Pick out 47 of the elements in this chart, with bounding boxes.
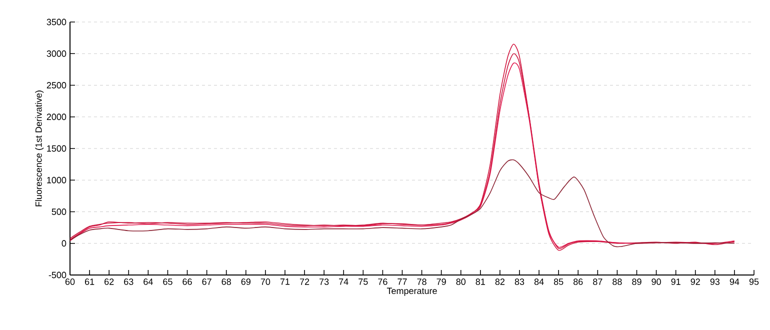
y-tick-label: 1500 xyxy=(47,145,66,152)
y-tick-label: 0 xyxy=(62,240,66,247)
x-tick-label: 73 xyxy=(320,278,329,285)
x-tick-label: 84 xyxy=(534,278,544,285)
x-tick-label: 94 xyxy=(730,278,740,285)
x-tick-label: 92 xyxy=(690,278,700,285)
x-tick-label: 85 xyxy=(554,278,564,285)
y-tick-label: 2000 xyxy=(46,114,66,120)
x-tick-label: 74 xyxy=(339,278,348,285)
x-tick-label: 61 xyxy=(84,278,94,285)
x-tick-label: 69 xyxy=(241,278,250,285)
x-tick-label: 62 xyxy=(104,278,114,285)
x-tick-label: 86 xyxy=(574,278,583,285)
x-tick-label: 70 xyxy=(260,278,270,285)
y-tick-label: -500 xyxy=(48,272,66,278)
x-tick-label: 80 xyxy=(456,278,466,285)
x-tick-label: 77 xyxy=(398,278,407,285)
x-tick-label: 82 xyxy=(495,278,504,285)
x-tick-label: 76 xyxy=(378,278,388,285)
x-tick-label: 83 xyxy=(514,278,524,285)
x-tick-label: 71 xyxy=(280,278,290,285)
x-tick-label: 93 xyxy=(710,278,720,285)
y-tick-label: 500 xyxy=(52,208,66,215)
x-tick-label: 78 xyxy=(417,278,426,285)
x-tick-label: 90 xyxy=(652,278,661,285)
x-tick-label: 65 xyxy=(163,278,172,285)
y-tick-label: 3500 xyxy=(46,18,66,26)
x-tick-label: 79 xyxy=(436,278,446,285)
x-tick-label: 95 xyxy=(749,278,759,285)
x-tick-label: 72 xyxy=(300,278,310,285)
x-tick-label: 66 xyxy=(182,278,192,285)
x-tick-label: 91 xyxy=(671,278,680,285)
y-tick-label: 1000 xyxy=(47,176,66,184)
x-tick-label: 89 xyxy=(632,278,642,285)
x-tick-label: 75 xyxy=(358,278,368,285)
x-tick-label: 87 xyxy=(593,278,602,285)
x-tick-label: 67 xyxy=(202,278,212,285)
x-tick-label: 68 xyxy=(222,278,231,285)
x-tick-label: 88 xyxy=(612,278,622,285)
y-tick-label: 2500 xyxy=(46,82,66,88)
y-axis-title: Fluorescence (1st Derivative) xyxy=(35,90,44,206)
x-tick-label: 63 xyxy=(124,278,134,285)
x-tick-label: 81 xyxy=(476,278,485,285)
y-tick-label: 3000 xyxy=(46,50,66,57)
x-axis-title: Temperature xyxy=(386,288,437,296)
x-tick-label: 64 xyxy=(144,278,153,285)
x-tick-label: 60 xyxy=(65,278,75,285)
